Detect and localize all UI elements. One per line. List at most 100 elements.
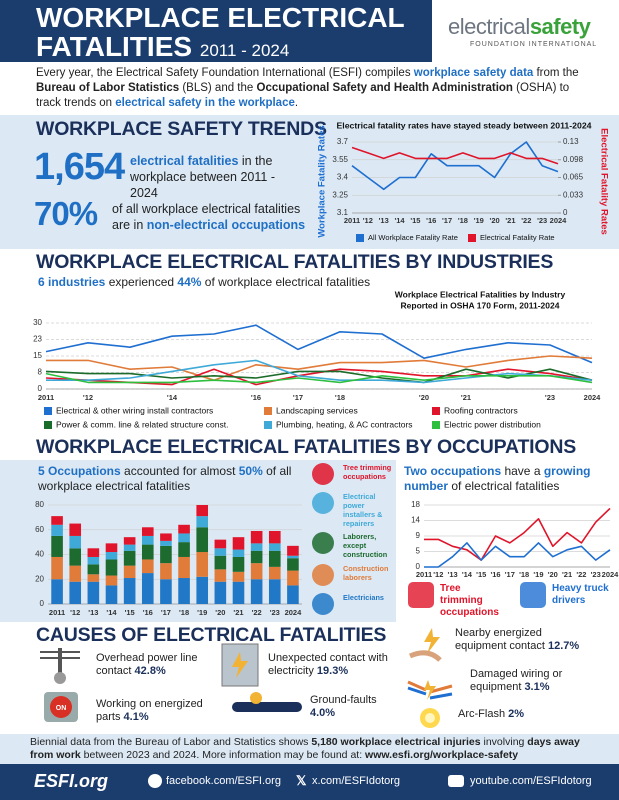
- text: between 2023 and 2024. More information …: [80, 749, 366, 761]
- text: 5,180 workplace electrical injuries: [311, 736, 481, 748]
- bar-segment: [287, 585, 299, 604]
- y-tick-label: 30: [33, 318, 42, 327]
- bar-segment: [232, 537, 245, 550]
- bar-segment: [196, 516, 209, 528]
- note-panel: [0, 734, 619, 764]
- bar-segment: [87, 564, 100, 575]
- years: 2011 - 2024: [199, 41, 290, 60]
- bar-segment: [214, 581, 227, 604]
- text: (BLS) and the: [179, 82, 257, 94]
- legend-swatch: [468, 234, 476, 242]
- text: in the workplace between 2011 - 2024: [130, 154, 275, 200]
- bar-segment: [160, 533, 172, 541]
- x-tick-label: '14: [167, 393, 178, 402]
- cause: Ground-faults 4.0%: [310, 694, 390, 720]
- bar-segment: [141, 544, 154, 560]
- y-tick-label: 3.7: [337, 137, 349, 146]
- legend-label: Electrical power installers & repairers: [343, 492, 383, 528]
- industry-chart: 0 8 15 23 30 2011 '12 '14 '16 '17 '18 '20 '21 '23 2024…: [33, 289, 601, 429]
- legend-label: Tree trimming occupations: [343, 463, 392, 481]
- x-tick-label: 2011: [344, 216, 360, 225]
- y2-tick-label: 0.033: [563, 190, 584, 199]
- youtube-icon: [448, 775, 464, 787]
- x-tick-label: '18: [335, 393, 345, 402]
- x-tick-label: '18: [458, 216, 468, 225]
- y-tick-label: 18: [411, 500, 420, 509]
- cause-icons: ON: [40, 628, 453, 728]
- x-tick-label: '18: [179, 608, 189, 617]
- bar-segment: [268, 566, 281, 580]
- chart-title: Workplace Electrical Fatalities by Indus…: [395, 289, 566, 299]
- stat-value: 1,654: [34, 146, 125, 188]
- bar-segment: [268, 550, 281, 567]
- x-tick-label: '17: [161, 608, 171, 617]
- bar-segment: [105, 552, 118, 560]
- legend-label: Tree trimming occupations: [440, 583, 499, 618]
- bar-segment: [214, 569, 227, 582]
- legend-icon: [312, 593, 334, 615]
- x-tick-label: '12: [83, 393, 93, 402]
- logo-sub: FOUNDATION INTERNATIONAL: [470, 41, 598, 48]
- footer-brand: ESFI.org: [34, 771, 109, 791]
- legend-label: Landscaping services: [276, 405, 358, 415]
- bar-segment: [287, 570, 299, 586]
- y-tick-label: 9: [416, 531, 421, 540]
- text: non-electrical occupations: [146, 218, 306, 232]
- cause-value: 42.8%: [134, 665, 166, 677]
- x-tick-label: '23: [270, 608, 280, 617]
- logo-left: electrical: [448, 14, 530, 39]
- x-tick-label: '15: [476, 570, 486, 579]
- footer-link[interactable]: x.com/ESFIdotorg: [312, 775, 401, 787]
- legend-swatch: [264, 407, 272, 415]
- bar-segment: [250, 579, 263, 604]
- cause-value: 4.0%: [310, 707, 336, 719]
- footer-link[interactable]: facebook.com/ESFI.org: [166, 775, 281, 787]
- cause: Damaged wiring or equipment 3.1%: [470, 668, 595, 694]
- x-tick-label: '20: [548, 570, 558, 579]
- bar-segment: [232, 581, 245, 604]
- x-tick-label: '17: [293, 393, 303, 402]
- x-tick-label: '22: [576, 570, 586, 579]
- bar-segment: [69, 548, 82, 566]
- text: of all workplace electrical fatalities a…: [112, 202, 301, 232]
- trends-panel: [0, 115, 619, 249]
- bar-segment: [232, 556, 245, 572]
- bar-segment: [287, 558, 299, 571]
- bar-segment: [160, 563, 172, 580]
- y-tick-label: 0: [416, 562, 421, 571]
- bar-segment: [87, 548, 100, 557]
- bar-segment: [69, 565, 82, 582]
- series-line: [45, 324, 593, 364]
- text: 50%: [238, 464, 263, 478]
- header-band: [0, 0, 432, 62]
- section-heading: WORKPLACE ELECTRICAL FATALITIES BY OCCUP…: [36, 436, 577, 458]
- x-tick-label: '22: [252, 608, 262, 617]
- bar-segment: [51, 524, 63, 536]
- footer-link[interactable]: youtube.com/ESFIdotorg: [470, 775, 592, 787]
- legend-swatch: [44, 421, 52, 429]
- legend-icon: [312, 532, 334, 554]
- text: involving: [480, 736, 528, 748]
- text: accounted for almost: [120, 464, 239, 478]
- y-tick-label: 8: [38, 368, 43, 377]
- bar-segment: [250, 530, 263, 544]
- spark-icon: [408, 628, 442, 662]
- y2-tick-label: 0: [563, 208, 568, 217]
- x-tick-label: '12: [363, 216, 373, 225]
- bar-segment: [268, 530, 281, 544]
- text: 6 industries: [38, 275, 106, 289]
- x-tick-label: '22: [521, 216, 531, 225]
- stat-value: 70%: [34, 195, 98, 232]
- x-tick-label: '23: [537, 216, 547, 225]
- text: workplace safety data: [413, 67, 534, 79]
- y-tick-label: 0: [40, 599, 45, 608]
- legend-icon: [520, 582, 546, 608]
- legend-icon: [312, 463, 334, 485]
- bar-segment: [178, 533, 190, 543]
- bar-segment: [105, 575, 118, 586]
- bar-segment: [51, 579, 63, 604]
- logo-right: safety: [529, 14, 591, 39]
- legend-label: Electric power distribution: [444, 419, 541, 429]
- x-tick-label: '19: [197, 608, 207, 617]
- cause-value: 19.3%: [316, 665, 349, 677]
